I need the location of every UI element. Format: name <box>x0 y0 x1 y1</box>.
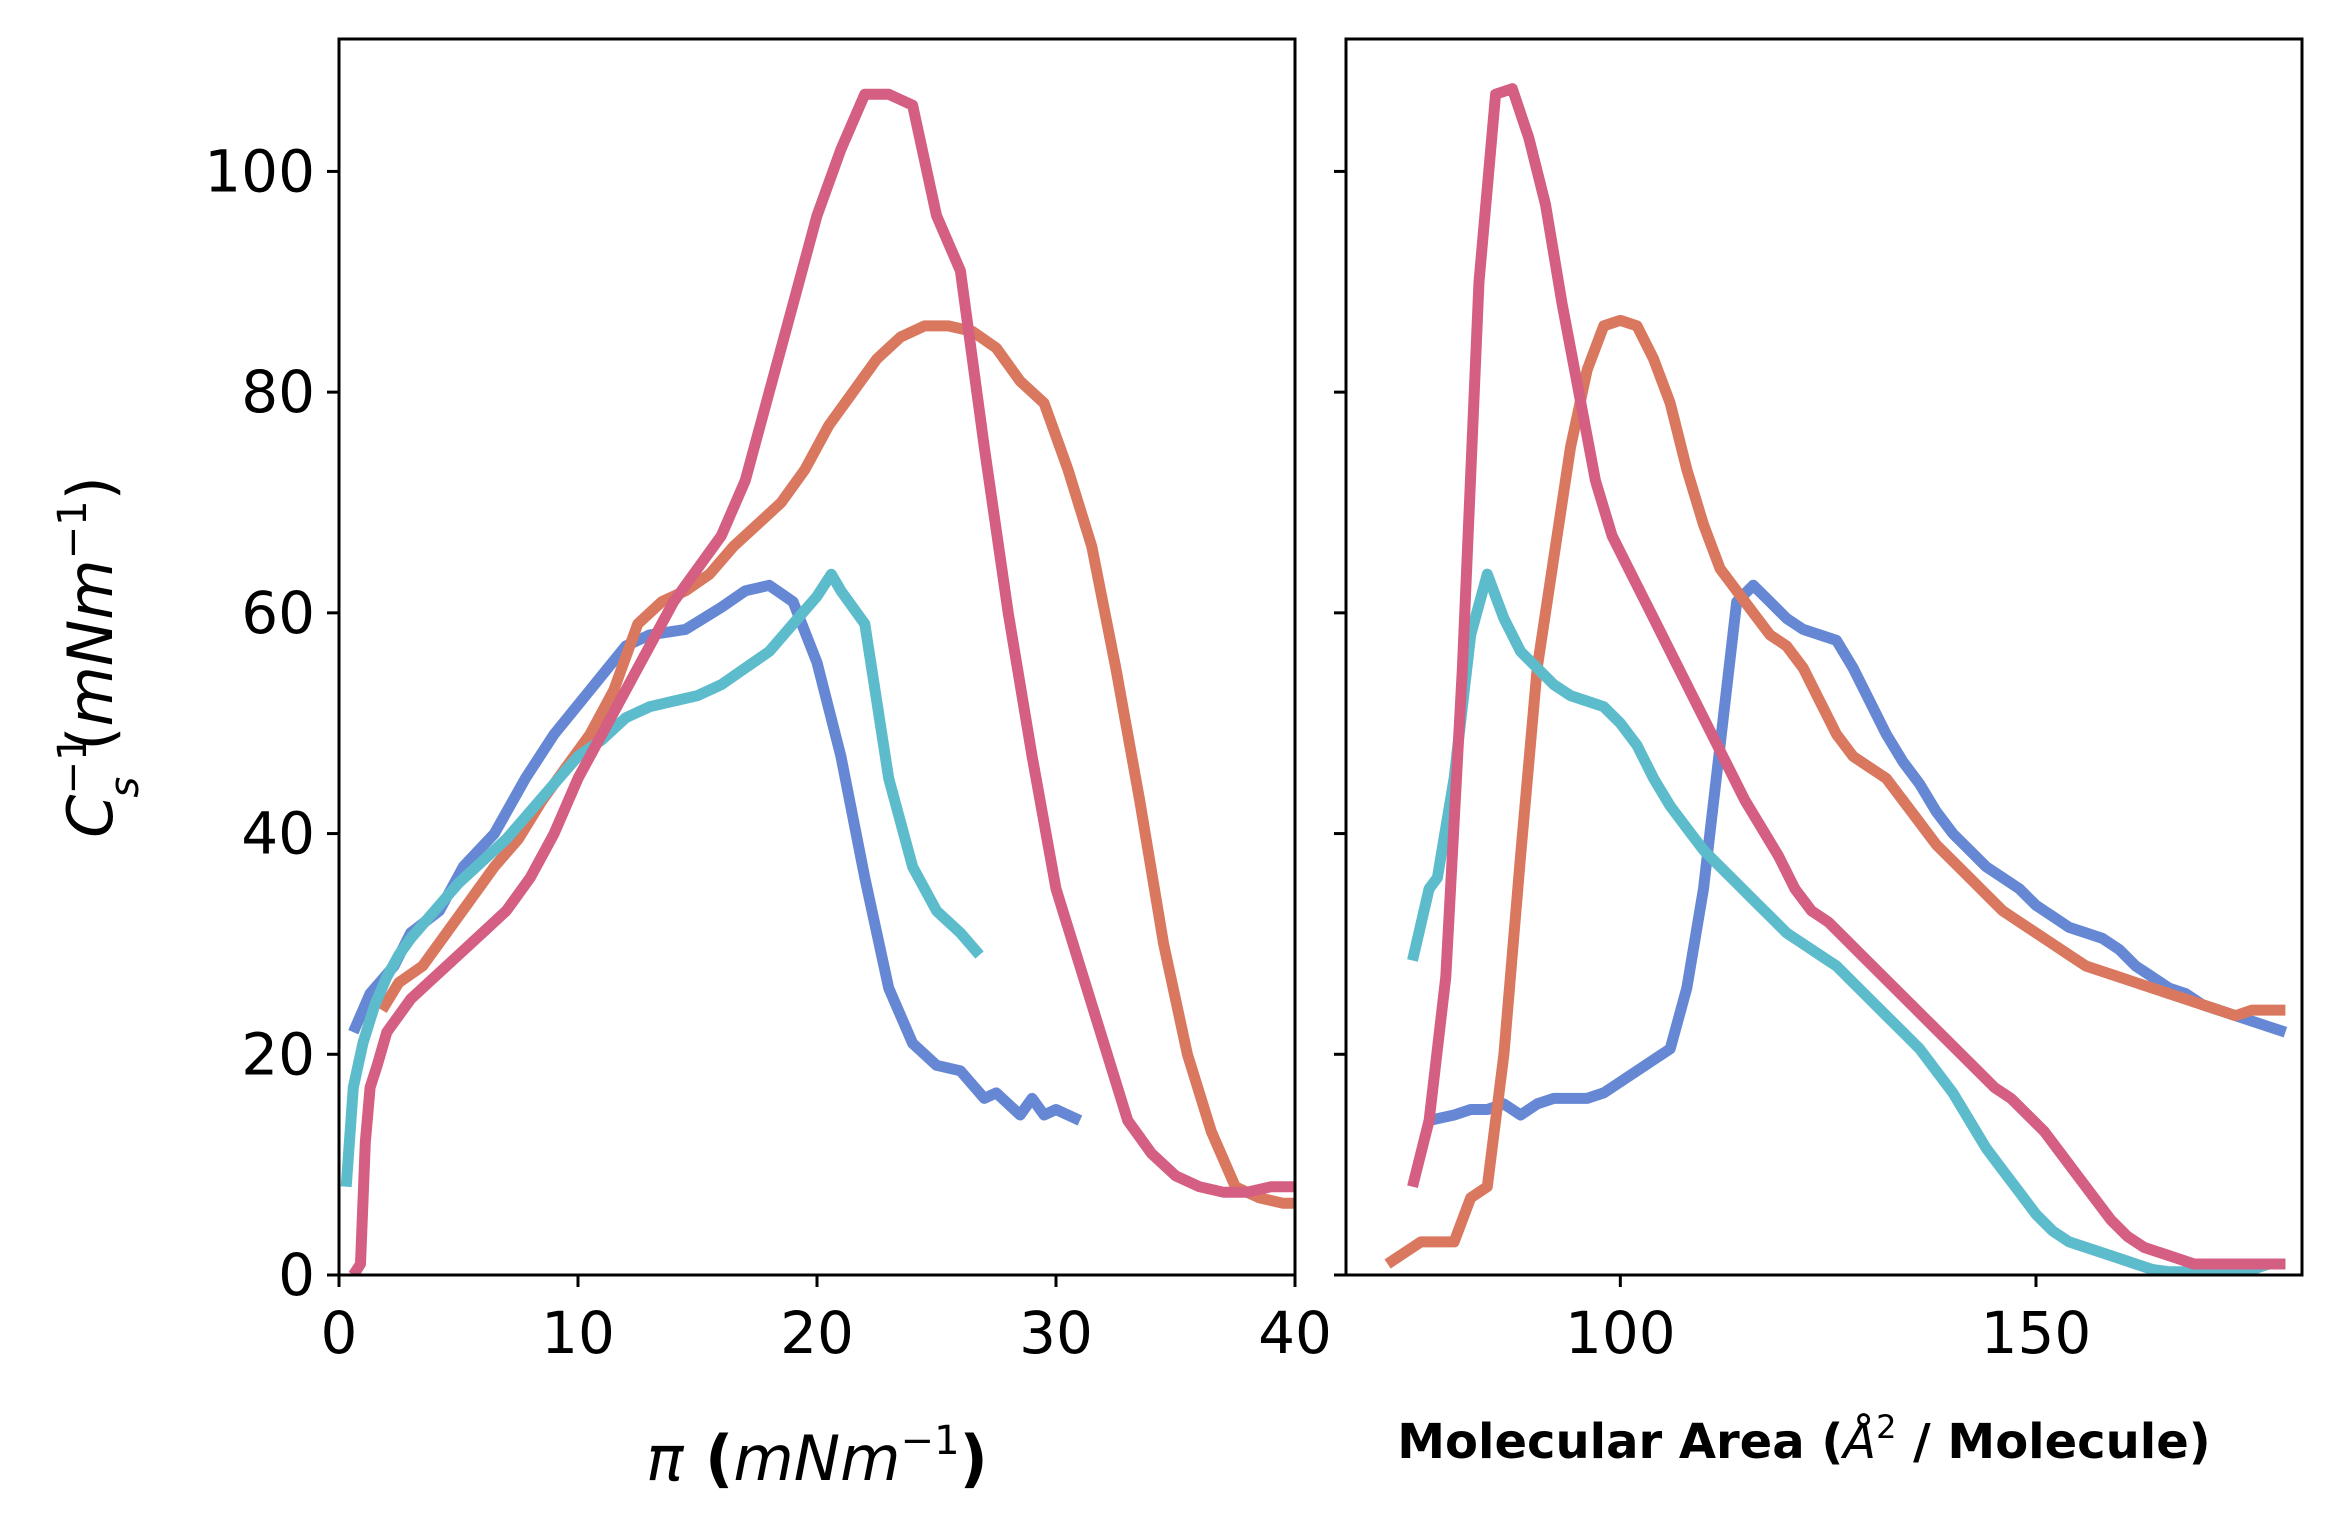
right-series-line-4 <box>1407 83 2286 1270</box>
left-y-tick-label: 20 <box>241 1020 315 1088</box>
right-x-tick-label: 150 <box>1981 1299 2092 1367</box>
left-series-line-1 <box>348 579 1083 1126</box>
left-chart-ticks: 0 10 20 30 40 0 20 40 60 80 100 <box>204 137 1332 1367</box>
left-chart-panel: 0 10 20 30 40 0 20 40 60 80 100 π (mNm−1) C−1 s(mNm… <box>50 37 1332 1495</box>
right-x-axis-label: Molecular Area (Å2 / Molecule) <box>1397 1408 2211 1470</box>
left-x-tick-label: 40 <box>1258 1299 1332 1367</box>
right-chart-lines <box>1384 83 2288 1275</box>
right-axes-frame <box>1344 37 2304 1277</box>
left-x-tick-label: 10 <box>541 1299 615 1367</box>
left-x-tick-label: 20 <box>780 1299 854 1367</box>
left-series-line-3 <box>340 568 984 1188</box>
left-y-tick-label: 0 <box>278 1241 315 1309</box>
right-series-line-1 <box>1427 579 2288 1126</box>
right-series-line-3 <box>1407 568 2286 1275</box>
right-chart-panel: 100 150 Molecular Area (Å2 / Molecule) <box>1334 37 2304 1470</box>
left-x-tick-label: 30 <box>1019 1299 1093 1367</box>
right-series-line-2 <box>1384 314 2286 1269</box>
left-y-tick-label: 60 <box>241 579 315 647</box>
left-x-tick-label: 0 <box>321 1299 358 1367</box>
left-chart-lines <box>340 88 1295 1275</box>
left-series-line-4 <box>348 88 1295 1275</box>
left-y-tick-label: 80 <box>241 358 315 426</box>
left-x-axis-label: π (mNm−1) <box>646 1418 988 1495</box>
right-chart-ticks: 100 150 <box>1334 169 2092 1367</box>
left-y-tick-label: 100 <box>204 137 315 205</box>
right-x-tick-label: 100 <box>1565 1299 1676 1367</box>
left-y-tick-label: 40 <box>241 800 315 868</box>
left-y-axis-label: C−1 s(mNm−1) <box>50 476 148 838</box>
